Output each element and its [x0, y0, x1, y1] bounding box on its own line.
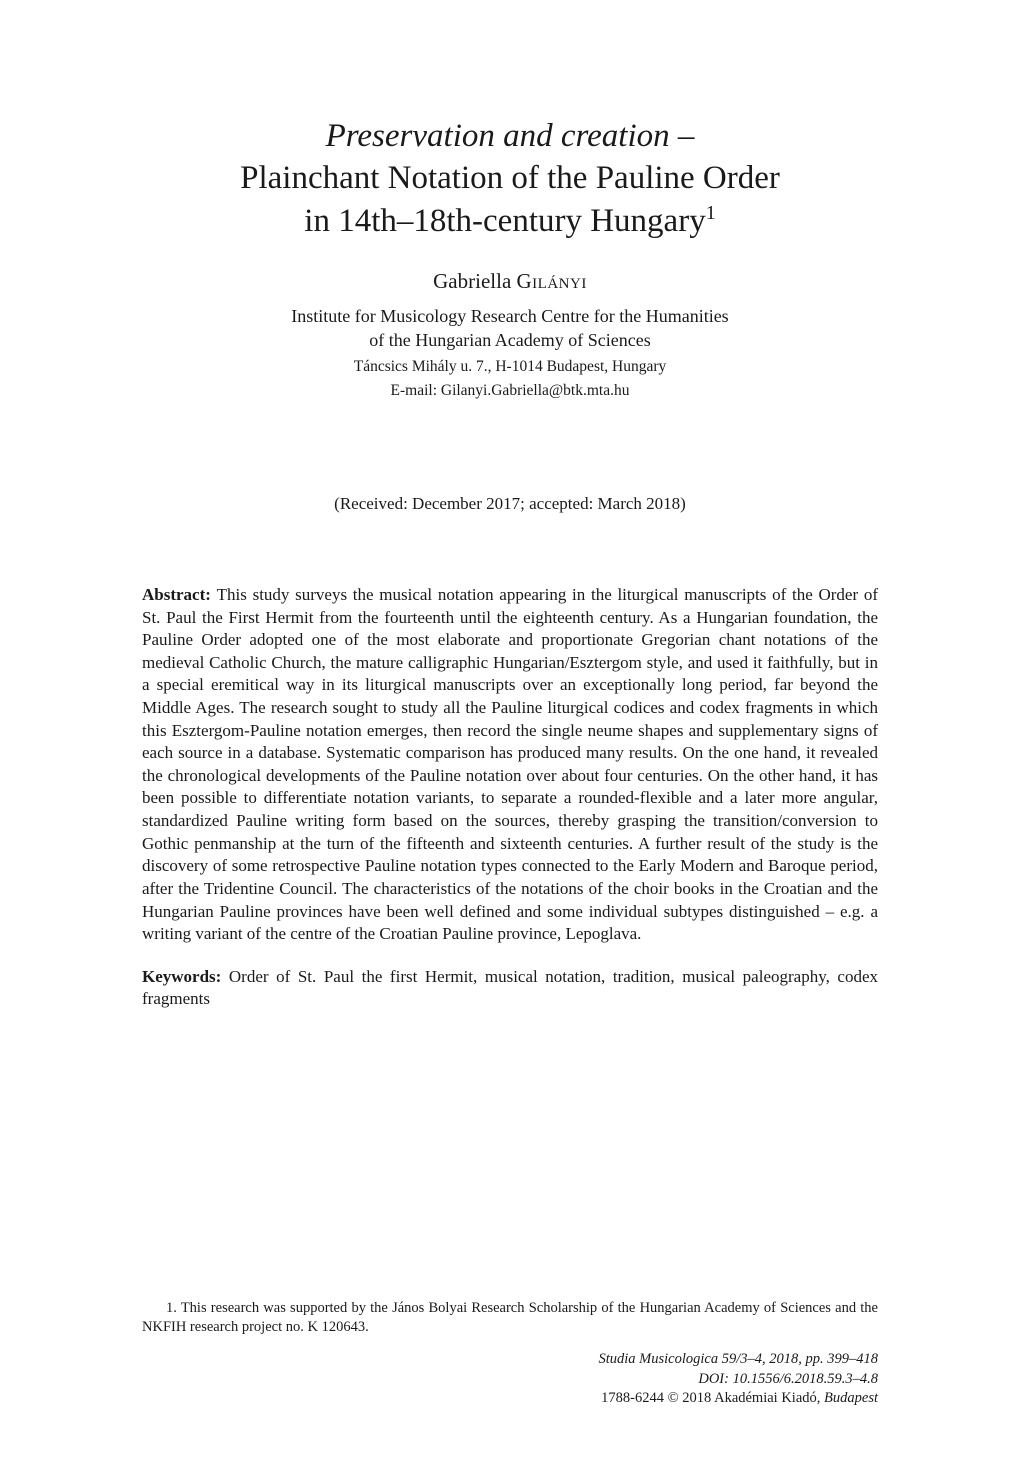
footnote-1: 1. This research was supported by the Já… [142, 1299, 878, 1337]
keywords-paragraph: Keywords: Order of St. Paul the first He… [142, 966, 878, 1011]
author-name: Gabriella Gilányi [433, 269, 587, 293]
title-roman-line2: in 14th–18th-century Hungary1 [142, 200, 878, 243]
footer-doi: DOI: 10.1556/6.2018.59.3–4.8 [598, 1370, 878, 1390]
footer-copyright: 1788-6244 © 2018 Akadémiai Kiadó, Budape… [598, 1389, 878, 1409]
title-italic-line: Preservation and creation – [142, 116, 878, 157]
keywords-text: Order of St. Paul the first Hermit, musi… [142, 967, 878, 1009]
received-line: (Received: December 2017; accepted: Marc… [142, 494, 878, 514]
footnote-text: This research was supported by the János… [142, 1300, 878, 1335]
footer-issn-publisher: 1788-6244 © 2018 Akadémiai Kiadó, [601, 1390, 824, 1406]
footer-journal-ref: Studia Musicologica 59/3–4, 2018, pp. 39… [598, 1350, 878, 1370]
footer-block: Studia Musicologica 59/3–4, 2018, pp. 39… [598, 1350, 878, 1409]
abstract-text: This study surveys the musical notation … [142, 585, 878, 943]
title-roman-line2-text: in 14th–18th-century Hungary [304, 203, 705, 239]
affil-line2: of the Hungarian Academy of Sciences [142, 328, 878, 352]
keywords-label: Keywords: [142, 967, 229, 986]
title-footnote-marker: 1 [706, 202, 716, 224]
title-block: Preservation and creation – Plainchant N… [142, 116, 878, 243]
affil-line4: E-mail: Gilanyi.Gabriella@btk.mta.hu [142, 380, 878, 402]
footnote-marker: 1. [166, 1300, 181, 1316]
page: Preservation and creation – Plainchant N… [0, 0, 1020, 1457]
author-block: Gabriella Gilányi [142, 269, 878, 294]
author-surname: Gilányi [517, 269, 587, 293]
abstract-label: Abstract: [142, 585, 217, 604]
author-given: Gabriella [433, 269, 516, 293]
footer-city: Budapest [824, 1390, 878, 1406]
affil-line1: Institute for Musicology Research Centre… [142, 304, 878, 328]
affil-line3: Táncsics Mihály u. 7., H-1014 Budapest, … [142, 356, 878, 378]
title-roman-line1: Plainchant Notation of the Pauline Order [142, 157, 878, 200]
affiliation-block: Institute for Musicology Research Centre… [142, 304, 878, 402]
abstract-paragraph: Abstract: This study surveys the musical… [142, 584, 878, 946]
footnote-block: 1. This research was supported by the Já… [142, 1299, 878, 1337]
